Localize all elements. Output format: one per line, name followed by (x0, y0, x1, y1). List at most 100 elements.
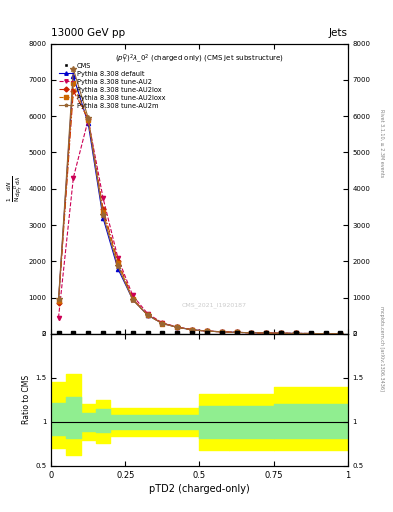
Pythia 8.308 tune-AU2 (234, 329, 239, 335)
Pythia 8.308 tune-AU2loxx (86, 117, 90, 123)
CMS (264, 330, 268, 336)
Pythia 8.308 tune-AU2lox (160, 321, 165, 327)
Pythia 8.308 tune-AU2lox (86, 116, 90, 122)
Pythia 8.308 tune-AU2 (204, 328, 209, 334)
Pythia 8.308 tune-AU2lox (175, 324, 180, 330)
Pythia 8.308 default (204, 328, 209, 334)
Pythia 8.308 tune-AU2 (71, 175, 76, 181)
Pythia 8.308 tune-AU2 (86, 117, 90, 123)
Pythia 8.308 tune-AU2m (130, 297, 135, 303)
Pythia 8.308 tune-AU2loxx (249, 330, 254, 336)
CMS (190, 330, 195, 336)
Pythia 8.308 default (309, 330, 313, 336)
Pythia 8.308 tune-AU2lox (116, 258, 120, 264)
Pythia 8.308 tune-AU2 (309, 330, 313, 336)
CMS (309, 330, 313, 336)
Pythia 8.308 tune-AU2loxx (145, 312, 150, 318)
Pythia 8.308 tune-AU2m (101, 212, 105, 218)
Pythia 8.308 tune-AU2 (294, 330, 298, 336)
Pythia 8.308 tune-AU2loxx (323, 331, 328, 337)
Text: CMS_2021_I1920187: CMS_2021_I1920187 (182, 302, 247, 308)
Pythia 8.308 default (101, 215, 105, 221)
Pythia 8.308 default (264, 330, 268, 336)
Pythia 8.308 default (160, 321, 165, 327)
Pythia 8.308 tune-AU2 (249, 330, 254, 336)
Pythia 8.308 default (323, 331, 328, 337)
Line: Pythia 8.308 tune-AU2: Pythia 8.308 tune-AU2 (57, 118, 342, 336)
Pythia 8.308 tune-AU2m (219, 329, 224, 335)
Pythia 8.308 tune-AU2m (264, 330, 268, 336)
Pythia 8.308 default (338, 331, 343, 337)
Pythia 8.308 tune-AU2m (175, 324, 180, 330)
Pythia 8.308 tune-AU2lox (190, 327, 195, 333)
Pythia 8.308 tune-AU2m (86, 115, 90, 121)
Pythia 8.308 tune-AU2loxx (71, 80, 76, 87)
Pythia 8.308 tune-AU2loxx (101, 209, 105, 216)
CMS (101, 330, 105, 336)
Pythia 8.308 tune-AU2lox (204, 328, 209, 334)
Pythia 8.308 tune-AU2lox (71, 88, 76, 94)
Pythia 8.308 tune-AU2loxx (279, 330, 283, 336)
Pythia 8.308 default (234, 329, 239, 335)
Line: Pythia 8.308 tune-AU2m: Pythia 8.308 tune-AU2m (56, 66, 343, 336)
Pythia 8.308 default (249, 330, 254, 336)
Pythia 8.308 tune-AU2 (116, 254, 120, 261)
Line: Pythia 8.308 tune-AU2loxx: Pythia 8.308 tune-AU2loxx (57, 82, 342, 335)
CMS (145, 330, 150, 336)
Pythia 8.308 tune-AU2 (145, 310, 150, 316)
Pythia 8.308 tune-AU2 (219, 329, 224, 335)
Pythia 8.308 tune-AU2lox (101, 206, 105, 212)
Pythia 8.308 tune-AU2m (309, 330, 313, 336)
CMS (219, 330, 224, 336)
Pythia 8.308 tune-AU2m (56, 296, 61, 303)
CMS (338, 330, 343, 336)
CMS (175, 330, 180, 336)
CMS (116, 330, 120, 336)
Pythia 8.308 tune-AU2lox (338, 331, 343, 337)
Pythia 8.308 tune-AU2m (294, 330, 298, 336)
Pythia 8.308 tune-AU2lox (294, 330, 298, 336)
Pythia 8.308 tune-AU2lox (56, 300, 61, 306)
Pythia 8.308 tune-AU2loxx (175, 324, 180, 330)
Pythia 8.308 tune-AU2 (101, 195, 105, 201)
Pythia 8.308 default (190, 327, 195, 333)
Pythia 8.308 default (116, 266, 120, 272)
Pythia 8.308 tune-AU2 (264, 330, 268, 336)
Pythia 8.308 tune-AU2 (190, 327, 195, 333)
CMS (294, 330, 298, 336)
CMS (204, 330, 209, 336)
Pythia 8.308 default (86, 120, 90, 126)
Text: Rivet 3.1.10, ≥ 2.3M events: Rivet 3.1.10, ≥ 2.3M events (380, 109, 384, 178)
Pythia 8.308 tune-AU2m (145, 312, 150, 318)
Pythia 8.308 tune-AU2loxx (309, 330, 313, 336)
Pythia 8.308 tune-AU2lox (130, 295, 135, 302)
Pythia 8.308 tune-AU2 (130, 292, 135, 298)
Pythia 8.308 tune-AU2loxx (338, 331, 343, 337)
Pythia 8.308 tune-AU2lox (279, 330, 283, 336)
Pythia 8.308 tune-AU2 (338, 331, 343, 337)
Pythia 8.308 default (219, 329, 224, 335)
Pythia 8.308 tune-AU2m (160, 321, 165, 327)
Pythia 8.308 tune-AU2loxx (160, 321, 165, 327)
Pythia 8.308 tune-AU2lox (249, 330, 254, 336)
Pythia 8.308 default (71, 73, 76, 79)
Text: Jets: Jets (329, 28, 348, 38)
Pythia 8.308 tune-AU2lox (264, 330, 268, 336)
Pythia 8.308 tune-AU2m (116, 263, 120, 269)
Pythia 8.308 tune-AU2m (279, 330, 283, 336)
Pythia 8.308 default (279, 330, 283, 336)
Pythia 8.308 tune-AU2loxx (204, 328, 209, 334)
Pythia 8.308 default (56, 298, 61, 304)
Pythia 8.308 tune-AU2loxx (294, 330, 298, 336)
Pythia 8.308 tune-AU2 (279, 330, 283, 336)
Y-axis label: $\frac{1}{\mathrm{N}}\frac{\mathrm{d}N}{\mathrm{d}p_T^D\,\mathrm{d}\lambda}$: $\frac{1}{\mathrm{N}}\frac{\mathrm{d}N}{… (6, 176, 26, 202)
CMS (71, 330, 76, 336)
CMS (56, 330, 61, 336)
Text: 13000 GeV pp: 13000 GeV pp (51, 28, 125, 38)
Pythia 8.308 tune-AU2loxx (116, 260, 120, 266)
CMS (234, 330, 239, 336)
Pythia 8.308 tune-AU2m (338, 331, 343, 337)
Pythia 8.308 tune-AU2lox (145, 312, 150, 318)
Pythia 8.308 tune-AU2lox (219, 329, 224, 335)
Pythia 8.308 tune-AU2m (71, 66, 76, 72)
